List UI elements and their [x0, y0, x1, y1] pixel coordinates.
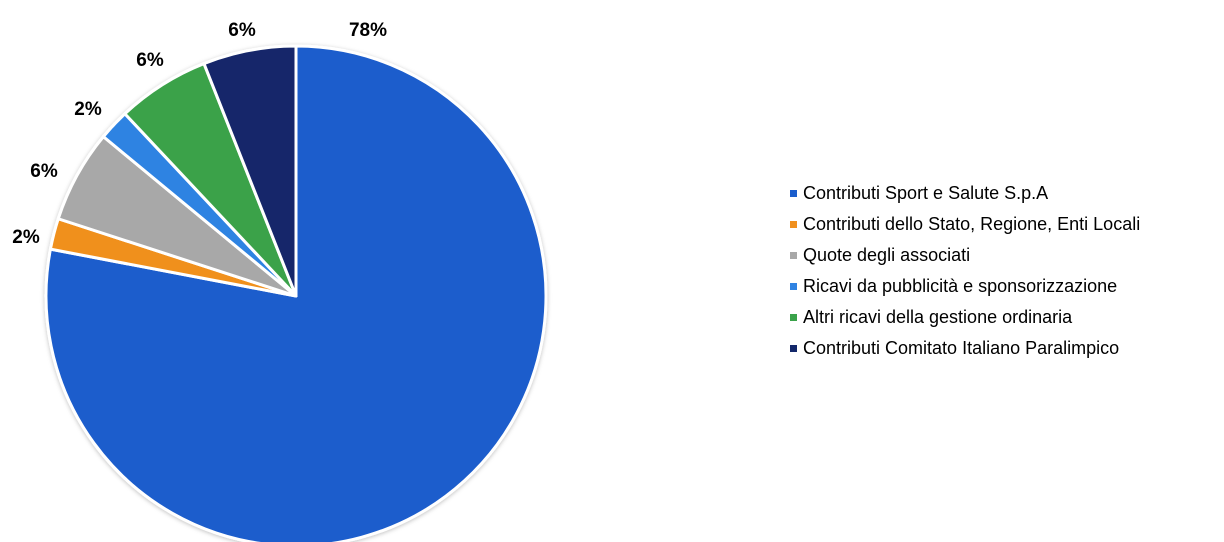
legend-label: Contributi Sport e Salute S.p.A [803, 183, 1049, 203]
slice-value-label: 2% [12, 227, 40, 248]
pie-value-labels: 78% 2% 6% 2% 6% 6% [12, 20, 387, 248]
slice-value-label: 6% [136, 50, 164, 71]
legend-swatch [790, 314, 797, 321]
legend-swatch [790, 252, 797, 259]
slice-value-label: 6% [30, 161, 58, 182]
legend-item-ricavi-da-pubblicita-e-sponsorizzazione: Ricavi da pubblicità e sponsorizzazione [790, 271, 1140, 302]
legend-swatch [790, 221, 797, 228]
legend-label: Contributi Comitato Italiano Paralimpico [803, 338, 1120, 358]
legend-item-contributi-comitato-italiano-paralimpico: Contributi Comitato Italiano Paralimpico [790, 333, 1140, 364]
slice-value-label: 78% [349, 20, 387, 41]
slice-value-label: 2% [74, 99, 102, 120]
legend-swatch [790, 190, 797, 197]
pie-slice-contributi-comitato-italiano-paralimpico [202, 44, 298, 298]
legend-label: Ricavi da pubblicità e sponsorizzazione [803, 276, 1118, 296]
pie-chart: 78% 2% 6% 2% 6% 6% [12, 20, 548, 542]
legend-label: Contributi dello Stato, Regione, Enti Lo… [803, 214, 1141, 234]
legend-item-quote-degli-associati: Quote degli associati [790, 240, 1140, 271]
legend-item-contributi-sport-e-salute-s-p-a: Contributi Sport e Salute S.p.A [790, 178, 1140, 209]
legend-item-altri-ricavi-della-gestione-ordinaria: Altri ricavi della gestione ordinaria [790, 302, 1140, 333]
legend-swatch [790, 345, 797, 352]
slice-value-label: 6% [228, 20, 256, 41]
legend-label: Quote degli associati [803, 245, 971, 265]
legend-swatch [790, 283, 797, 290]
chart-legend: Contributi Sport e Salute S.p.A Contribut… [790, 178, 1140, 364]
pie-slices [44, 44, 548, 542]
legend-item-contributi-dello-stato-regione-enti-locali: Contributi dello Stato, Regione, Enti Lo… [790, 209, 1140, 240]
legend-label: Altri ricavi della gestione ordinaria [803, 307, 1073, 327]
